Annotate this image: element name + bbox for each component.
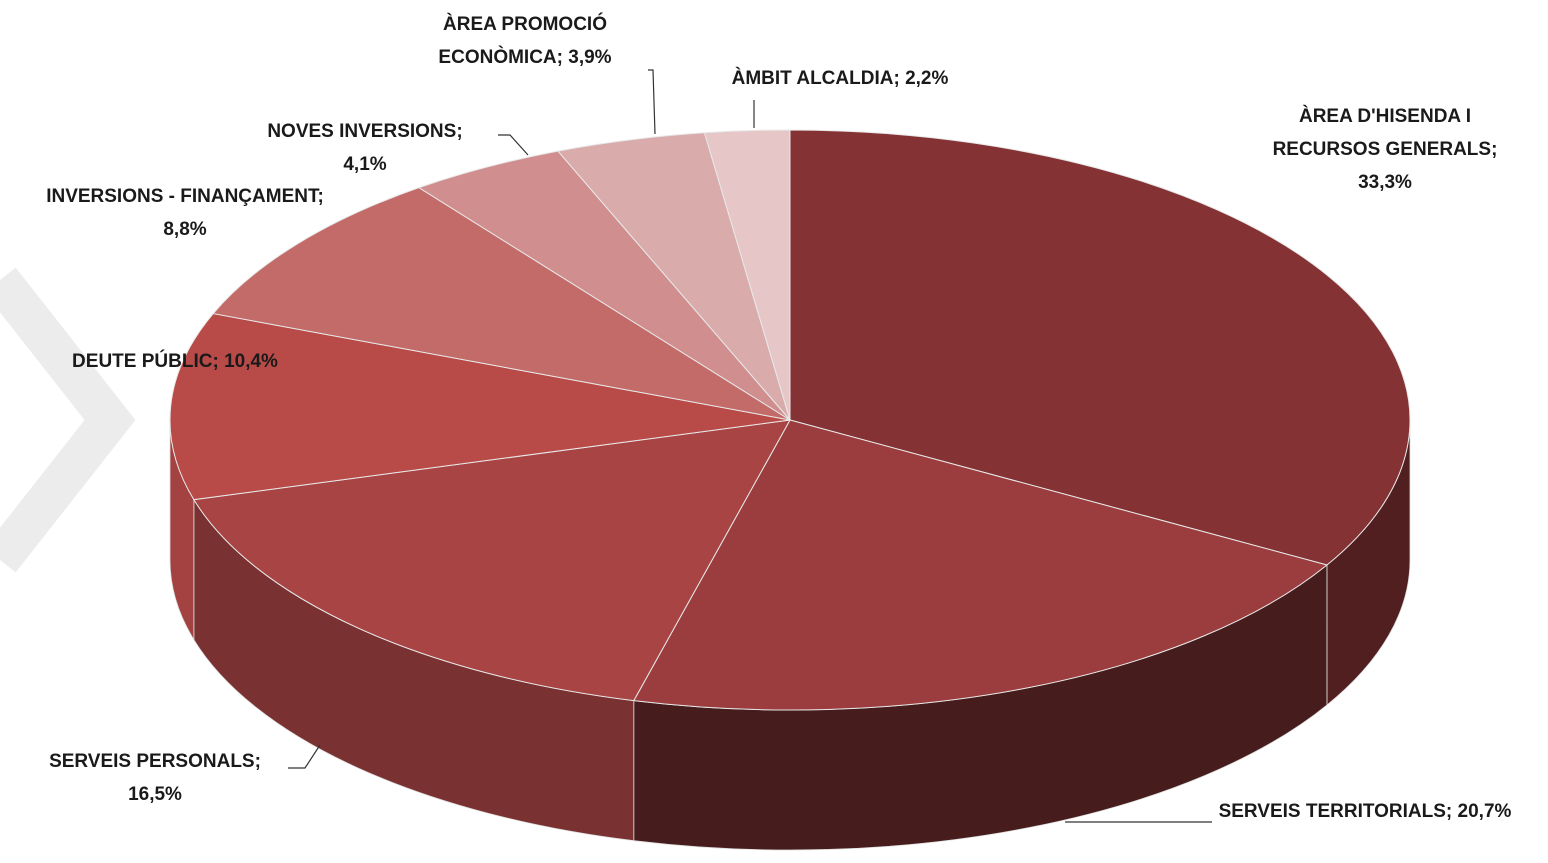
data-label: SERVEIS PERSONALS; 16,5% bbox=[25, 745, 285, 811]
category-label: SERVEIS TERRITORIALS; bbox=[1218, 801, 1453, 822]
category-label: DEUTE PÚBLIC; bbox=[72, 351, 219, 372]
category-label: SERVEIS PERSONALS; bbox=[49, 751, 261, 772]
pie-slice bbox=[632, 419, 1329, 711]
value-label: 10,4% bbox=[224, 351, 278, 372]
value-label: 3,9% bbox=[568, 47, 612, 68]
data-label: DEUTE PÚBLIC; 10,4% bbox=[15, 345, 335, 378]
value-label: 33,3% bbox=[1358, 172, 1412, 193]
data-label: ÀREA PROMOCIÓ ECONÒMICA; 3,9% bbox=[405, 8, 645, 74]
leader-line bbox=[648, 69, 656, 135]
category-label: NOVES INVERSIONS; bbox=[267, 121, 463, 142]
data-label: NOVES INVERSIONS; 4,1% bbox=[245, 115, 485, 181]
leader-line bbox=[288, 744, 321, 769]
category-label: INVERSIONS - FINANÇAMENT; bbox=[46, 186, 324, 207]
value-label: 2,2% bbox=[905, 68, 949, 89]
value-label: 16,5% bbox=[128, 784, 182, 805]
value-label: 20,7% bbox=[1457, 801, 1512, 822]
value-label: 4,1% bbox=[343, 154, 387, 175]
data-label: SERVEIS TERRITORIALS; 20,7% bbox=[1215, 795, 1515, 828]
pie-slice bbox=[789, 129, 1411, 566]
category-label: ÀREA PROMOCIÓ ECONÒMICA; bbox=[438, 14, 607, 68]
pie-slice bbox=[212, 187, 791, 421]
leader-line bbox=[498, 134, 529, 156]
data-label: ÀREA D'HISENDA I RECURSOS GENERALS; 33,3… bbox=[1250, 100, 1520, 199]
pie-slice bbox=[169, 313, 791, 501]
category-label: ÀREA D'HISENDA I RECURSOS GENERALS; bbox=[1272, 106, 1498, 160]
data-label: ÀMBIT ALCALDIA; 2,2% bbox=[640, 62, 1040, 95]
pie-slice bbox=[703, 129, 791, 421]
watermark bbox=[0, 267, 136, 573]
pie-slice bbox=[193, 419, 791, 702]
leader-lines bbox=[288, 69, 1212, 823]
data-label: INVERSIONS - FINANÇAMENT; 8,8% bbox=[45, 180, 325, 246]
category-label: ÀMBIT ALCALDIA; bbox=[731, 68, 900, 89]
pie bbox=[169, 129, 1411, 851]
value-label: 8,8% bbox=[163, 219, 207, 240]
